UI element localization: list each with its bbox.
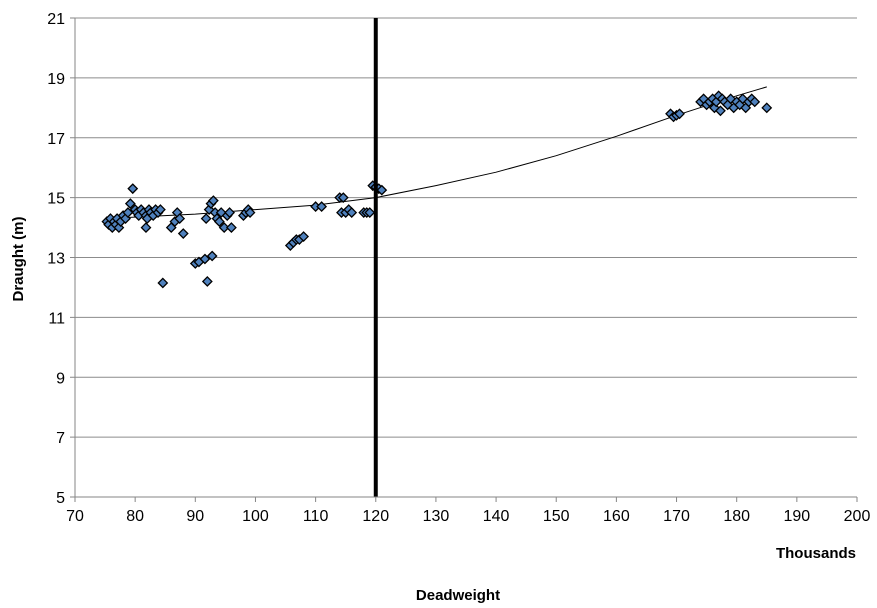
x-tick-label: 120	[362, 508, 389, 525]
y-tick-label: 9	[56, 370, 65, 387]
y-axis-title: Draught (m)	[10, 217, 27, 302]
data-point	[225, 222, 237, 233]
data-point	[749, 96, 761, 108]
data-point	[346, 207, 358, 219]
x-axis-title: Deadweight	[416, 587, 500, 604]
data-point	[337, 192, 349, 204]
x-tick-label: 200	[844, 508, 871, 525]
x-axis-unit-label: Thousands	[776, 545, 856, 562]
trendline-path	[105, 86, 767, 220]
data-point	[761, 102, 773, 114]
data-points	[101, 90, 773, 289]
data-point	[715, 105, 726, 117]
x-tick-label: 160	[603, 508, 630, 525]
axes	[70, 17, 858, 502]
data-point	[244, 207, 256, 219]
data-point	[364, 207, 376, 219]
x-tick-label: 80	[126, 508, 144, 525]
data-point	[122, 207, 134, 219]
data-point	[174, 213, 186, 225]
data-point	[206, 250, 218, 262]
data-point	[157, 277, 169, 289]
data-point	[154, 204, 166, 216]
gridlines	[75, 17, 857, 498]
data-point	[316, 201, 328, 213]
x-tick-label: 150	[543, 508, 570, 525]
data-point	[213, 216, 225, 227]
x-tick-label: 180	[723, 508, 750, 525]
trendline	[105, 86, 767, 220]
y-tick-label: 15	[47, 191, 65, 208]
data-point	[218, 222, 230, 233]
data-point	[376, 184, 388, 196]
y-tick-label: 19	[47, 71, 65, 88]
y-tick-label: 7	[56, 430, 65, 447]
data-point	[207, 195, 219, 207]
data-point	[674, 108, 685, 120]
x-tick-label: 110	[303, 508, 329, 525]
y-tick-labels: 5 7 9 11 13 15 17 19 21	[47, 11, 65, 507]
x-tick-label: 90	[186, 508, 204, 525]
x-tick-label: 130	[423, 508, 450, 525]
data-point	[177, 228, 189, 239]
y-tick-label: 11	[48, 310, 65, 327]
x-tick-label: 100	[242, 508, 269, 525]
data-point	[127, 183, 139, 195]
x-tick-label: 170	[663, 508, 690, 525]
y-tick-label: 5	[56, 490, 65, 507]
y-tick-label: 13	[47, 251, 65, 268]
data-point	[224, 207, 236, 219]
x-tick-label: 190	[783, 508, 810, 525]
x-tick-label: 70	[66, 508, 84, 525]
y-tick-label: 17	[47, 131, 65, 148]
x-tick-labels: 70 80 90 100 110 120 130 140 150 160 170 180 190 200	[66, 508, 870, 525]
data-point	[199, 253, 211, 265]
data-point	[140, 222, 152, 233]
x-tick-label: 140	[483, 508, 510, 525]
data-point	[298, 231, 310, 242]
data-point	[201, 276, 213, 287]
data-point	[200, 213, 212, 225]
y-tick-label: 21	[47, 11, 65, 28]
data-point	[124, 198, 136, 210]
